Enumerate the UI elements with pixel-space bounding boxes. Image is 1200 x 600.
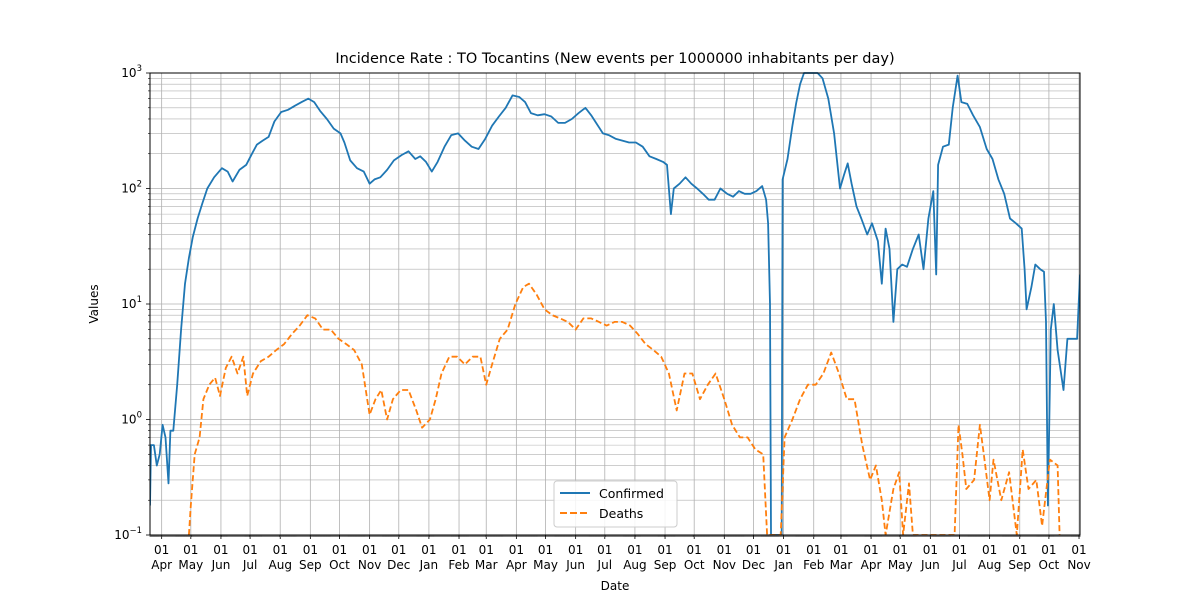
x-tick-month: Oct — [684, 558, 705, 572]
x-axis-ticks: 01Apr01May01Jun01Jul01Aug01Sep01Oct01Nov… — [149, 535, 1091, 572]
x-tick-day: 01 — [332, 543, 347, 557]
x-tick-month: May — [533, 558, 558, 572]
y-tick-base: 10 — [121, 66, 136, 80]
x-tick-day: 01 — [657, 543, 672, 557]
series-line-confirmed — [150, 72, 1080, 535]
x-tick-day: 01 — [303, 543, 318, 557]
x-tick-month: Feb — [448, 558, 469, 572]
y-tick-base: 10 — [121, 413, 136, 427]
x-tick-month: Feb — [803, 558, 824, 572]
x-tick-month: Aug — [623, 558, 646, 572]
x-tick-day: 01 — [1041, 543, 1056, 557]
x-tick-month: Jun — [565, 558, 585, 572]
series-lines — [150, 72, 1080, 535]
x-tick-day: 01 — [863, 543, 878, 557]
x-tick-month: Apr — [506, 558, 527, 572]
x-tick-month: Mar — [475, 558, 498, 572]
x-tick-day: 01 — [776, 543, 791, 557]
x-tick-month: Jun — [211, 558, 231, 572]
x-tick-day: 01 — [509, 543, 524, 557]
y-tick-label: 100 — [121, 411, 142, 427]
x-tick-day: 01 — [627, 543, 642, 557]
x-tick-month: Sep — [654, 558, 677, 572]
y-tick-base: 10 — [114, 528, 129, 542]
series-line-deaths — [188, 282, 1061, 535]
x-tick-month: Jan — [773, 558, 793, 572]
y-tick-label: 102 — [121, 180, 142, 196]
y-tick-label: 101 — [121, 295, 142, 311]
y-tick-label: 103 — [121, 64, 142, 80]
y-axis-label: Values — [87, 284, 101, 323]
x-tick-month: Sep — [299, 558, 322, 572]
x-tick-month: Jul — [242, 558, 257, 572]
legend: Confirmed Deaths — [553, 480, 678, 528]
x-tick-month: Jan — [419, 558, 439, 572]
x-tick-month: May — [888, 558, 913, 572]
x-tick-month: Oct — [329, 558, 350, 572]
x-tick-month: Apr — [861, 558, 882, 572]
x-tick-month: Jun — [920, 558, 940, 572]
x-tick-day: 01 — [273, 543, 288, 557]
x-tick-day: 01 — [806, 543, 821, 557]
x-tick-day: 01 — [183, 543, 198, 557]
x-tick-day: 01 — [242, 543, 257, 557]
x-tick-day: 01 — [597, 543, 612, 557]
x-tick-month: May — [178, 558, 203, 572]
x-tick-month: Oct — [1039, 558, 1060, 572]
x-tick-day: 01 — [213, 543, 228, 557]
x-tick-month: Jul — [597, 558, 612, 572]
x-tick-month: Mar — [830, 558, 853, 572]
x-tick-month: Aug — [978, 558, 1001, 572]
chart-title: Incidence Rate : TO Tocantins (New event… — [335, 51, 894, 67]
x-tick-day: 01 — [952, 543, 967, 557]
x-tick-day: 01 — [833, 543, 848, 557]
x-tick-day: 01 — [391, 543, 406, 557]
x-tick-day: 01 — [746, 543, 761, 557]
x-tick-month: Jul — [951, 558, 966, 572]
x-tick-month: Nov — [1067, 558, 1090, 572]
x-tick-day: 01 — [923, 543, 938, 557]
y-tick-exponent: 2 — [137, 180, 142, 190]
legend-label-confirmed: Confirmed — [599, 486, 664, 501]
x-tick-month: Apr — [151, 558, 172, 572]
x-tick-month: Dec — [742, 558, 765, 572]
x-tick-day: 01 — [687, 543, 702, 557]
x-tick-month: Nov — [713, 558, 736, 572]
x-tick-month: Sep — [1008, 558, 1031, 572]
y-tick-exponent: 1 — [137, 295, 142, 305]
x-tick-day: 01 — [982, 543, 997, 557]
legend-label-deaths: Deaths — [599, 506, 643, 521]
y-tick-base: 10 — [121, 297, 136, 311]
x-tick-day: 01 — [568, 543, 583, 557]
x-tick-day: 01 — [1071, 543, 1086, 557]
y-tick-base: 10 — [121, 182, 136, 196]
x-tick-month: Nov — [358, 558, 381, 572]
x-tick-day: 01 — [893, 543, 908, 557]
y-tick-exponent: 0 — [137, 411, 142, 421]
x-tick-day: 01 — [451, 543, 466, 557]
x-axis-label: Date — [601, 579, 630, 593]
y-tick-label: 10−1 — [114, 526, 142, 542]
y-tick-exponent: −1 — [129, 526, 142, 536]
x-tick-day: 01 — [362, 543, 377, 557]
x-tick-day: 01 — [717, 543, 732, 557]
x-tick-month: Dec — [387, 558, 410, 572]
x-tick-day: 01 — [479, 543, 494, 557]
x-tick-day: 01 — [421, 543, 436, 557]
y-tick-exponent: 3 — [137, 64, 142, 74]
x-tick-day: 01 — [154, 543, 169, 557]
x-tick-day: 01 — [1012, 543, 1027, 557]
grid-lines — [150, 73, 1080, 536]
x-tick-month: Aug — [269, 558, 292, 572]
x-tick-day: 01 — [538, 543, 553, 557]
